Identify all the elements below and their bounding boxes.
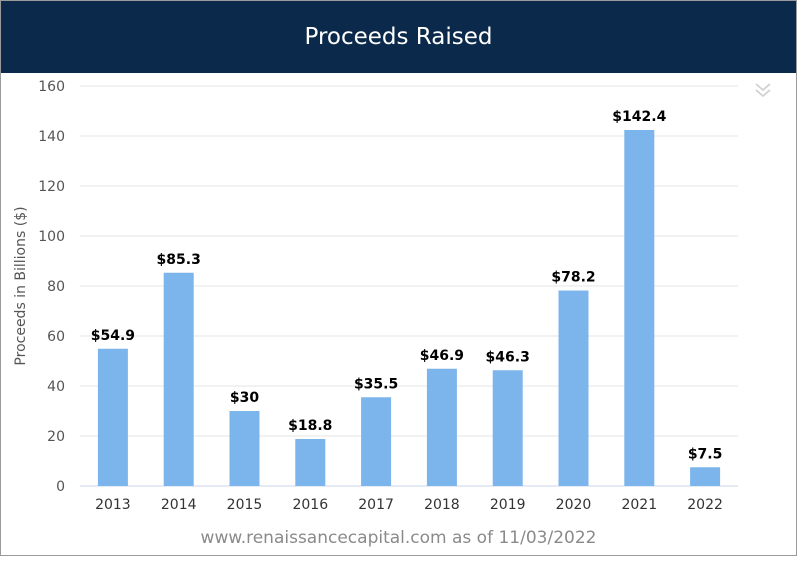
bar-2017 [361,397,392,486]
x-tick-label-2015: 2015 [227,497,263,513]
y-tick-label: 140 [38,129,65,145]
bar-2021 [624,130,655,486]
chevron-double-down-icon-svg [755,83,771,98]
data-label-2019: $46.3 [486,349,530,365]
x-tick-label-2017: 2017 [358,497,394,513]
y-axis-title: Proceeds in Billions ($) [13,206,29,365]
x-tick-label-2019: 2019 [490,497,526,513]
data-label-2022: $7.5 [688,446,723,462]
bar-2015 [229,411,260,486]
bar-2016 [295,439,326,486]
x-tick-label-2016: 2016 [292,497,328,513]
bar-2019 [492,370,523,486]
y-tick-label: 120 [38,179,65,195]
bar-2022 [690,467,721,486]
y-tick-label: 0 [56,479,65,495]
y-tick-label: 80 [47,279,65,295]
y-tick-label: 160 [38,79,65,95]
x-tick-label-2021: 2021 [621,497,657,513]
chart-header: Proceeds Raised [1,1,796,73]
source-footer: www.renaissancecapital.com as of 11/03/2… [200,528,597,548]
y-tick-label: 40 [47,379,65,395]
x-tick-label-2018: 2018 [424,497,460,513]
y-tick-label: 100 [38,229,65,245]
data-label-2018: $46.9 [420,348,464,364]
data-label-2016: $18.8 [288,418,332,434]
bar-2020 [558,290,589,486]
x-tick-label-2013: 2013 [95,497,131,513]
y-tick-label: 60 [47,329,65,345]
data-label-2013: $54.9 [91,328,135,344]
x-tick-label-2022: 2022 [687,497,723,513]
x-tick-label-2020: 2020 [556,497,592,513]
bar-2014 [163,272,194,486]
bar-chart: 0 20 40 60 80 100 120 140 160 Proceeds in Billion… [13,79,738,513]
bar-2013 [97,348,128,486]
data-label-2017: $35.5 [354,376,398,392]
data-label-2015: $30 [230,390,259,406]
chart-title: Proceeds Raised [304,24,493,50]
data-label-2020: $78.2 [551,270,595,286]
y-tick-label: 20 [47,429,65,445]
chart-frame [0,0,797,556]
chevron-double-down-icon[interactable] [753,80,773,100]
bar-2018 [426,368,457,486]
x-tick-label-2014: 2014 [161,497,197,513]
data-label-2021: $142.4 [612,109,666,125]
data-label-2014: $85.3 [157,252,201,268]
